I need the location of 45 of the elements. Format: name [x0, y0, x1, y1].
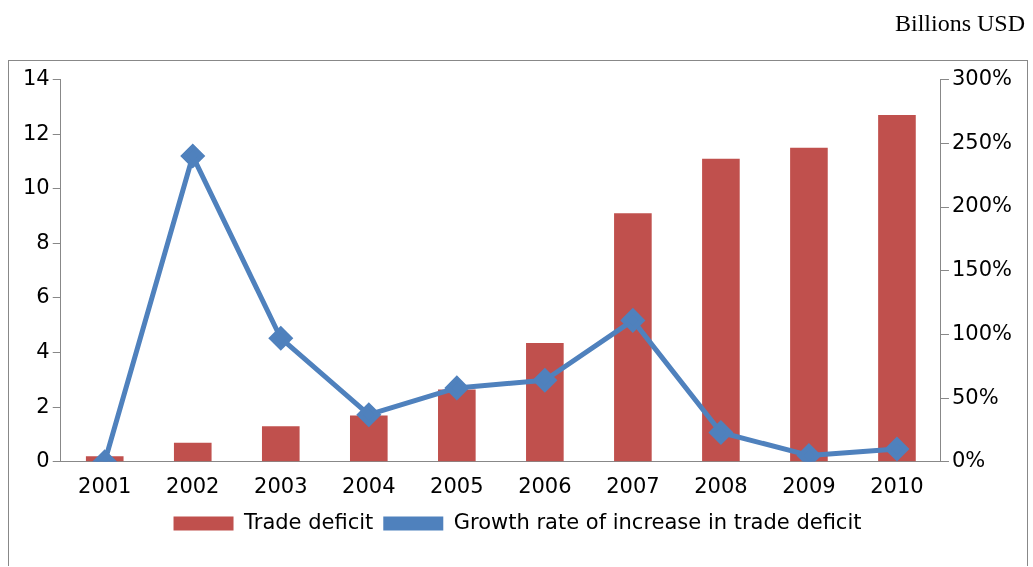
x-tick-label: 2002	[166, 473, 220, 498]
bar	[614, 213, 652, 462]
x-tick-label: 2006	[518, 473, 572, 498]
point	[621, 308, 645, 332]
point	[357, 403, 381, 427]
legend-label: Growth rate of increase in trade deficit	[453, 509, 862, 534]
legend-label: Trade deficit	[243, 509, 374, 534]
point	[181, 144, 205, 168]
y2-tick-label: 150%	[951, 257, 1013, 282]
y2-tick-label: 50%	[951, 384, 999, 409]
y2-tick-label: 300%	[951, 66, 1013, 91]
bar	[261, 426, 300, 462]
x-tick-label: 2008	[694, 473, 748, 498]
y2-tick-label: 250%	[951, 129, 1013, 154]
x-tick-label: 2004	[342, 473, 396, 498]
point	[885, 437, 909, 461]
y-tick-label: 0	[36, 448, 50, 473]
x-tick-label: 2007	[606, 473, 660, 498]
x-tick-label: 2003	[254, 473, 308, 498]
y-tick-label: 14	[22, 66, 50, 91]
bar	[438, 389, 476, 462]
bar	[173, 442, 212, 462]
y-tick-label: 2	[36, 393, 50, 418]
y-tick-label: 6	[36, 284, 50, 309]
point	[445, 376, 469, 400]
y2-tick-label: 200%	[951, 193, 1013, 218]
y2-tick-label: 0%	[951, 448, 986, 473]
text: Billions USD	[894, 10, 1025, 37]
x-tick-label: 2009	[782, 473, 836, 498]
y-tick-label: 4	[36, 339, 50, 364]
bar	[349, 415, 388, 462]
bar	[878, 115, 916, 462]
x-tick-label: 2001	[78, 473, 132, 498]
x-tick-label: 2010	[870, 473, 924, 498]
bar	[526, 343, 564, 462]
y2-tick-label: 100%	[951, 320, 1013, 345]
y-tick-label: 10	[22, 175, 50, 200]
bar	[702, 158, 740, 462]
x-tick-label: 2005	[430, 473, 484, 498]
point	[533, 368, 557, 392]
y-tick-label: 8	[36, 229, 50, 254]
point	[709, 421, 733, 444]
point	[269, 326, 293, 350]
bar	[790, 147, 828, 462]
y-tick-label: 12	[22, 120, 50, 145]
